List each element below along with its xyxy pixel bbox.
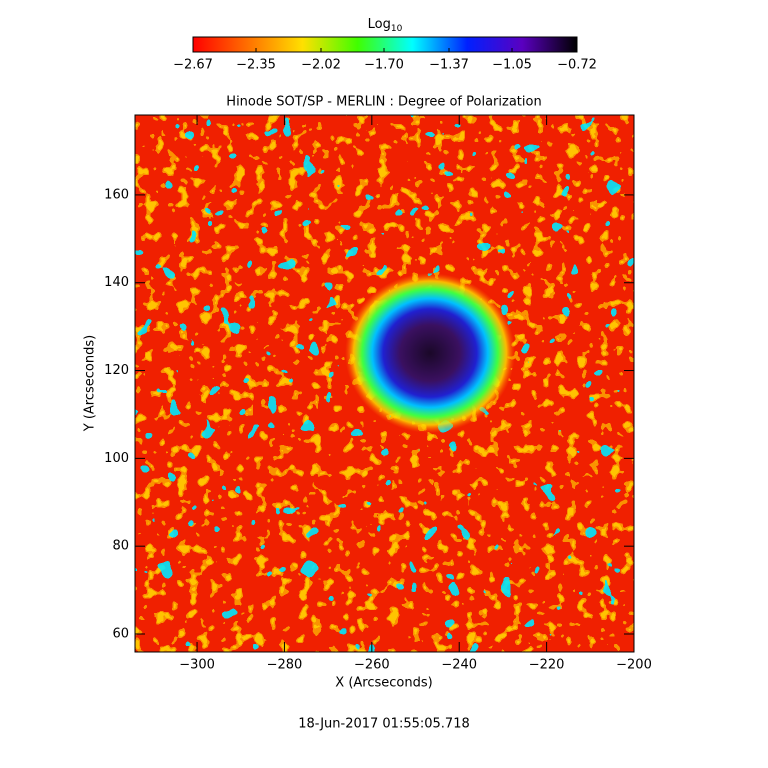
colorbar-tick-label: −2.35 <box>236 58 276 73</box>
x-tick-label: −220 <box>529 658 565 673</box>
plot-frame <box>134 114 635 653</box>
colorbar-tick-label: −0.72 <box>557 58 597 73</box>
colorbar-tick-label: −1.05 <box>492 58 532 73</box>
x-tick-label: −200 <box>616 658 652 673</box>
y-tick-label: 120 <box>104 363 129 378</box>
y-tick-label: 60 <box>112 626 129 641</box>
x-tick-label: −240 <box>441 658 477 673</box>
y-axis-label: Y (Arcseconds) <box>83 335 98 432</box>
x-tick-label: −280 <box>267 658 303 673</box>
colorbar-tick-label: −1.37 <box>429 58 469 73</box>
colorbar-label: Log10 <box>368 17 403 34</box>
chart-title: Hinode SOT/SP - MERLIN : Degree of Polar… <box>226 95 541 110</box>
y-tick-label: 140 <box>104 275 129 290</box>
y-tick-label: 160 <box>104 187 129 202</box>
colorbar-tick-label: −1.70 <box>364 58 404 73</box>
colorbar-tick-label: −2.67 <box>173 58 213 73</box>
x-axis-label: X (Arcseconds) <box>335 676 432 691</box>
colorbar-tick-label: −2.02 <box>301 58 341 73</box>
colorbar <box>192 36 578 53</box>
x-tick-label: −300 <box>179 658 215 673</box>
x-tick-label: −260 <box>354 658 390 673</box>
y-tick-label: 80 <box>112 539 129 554</box>
timestamp: 18-Jun-2017 01:55:05.718 <box>298 717 470 732</box>
polarization-image <box>135 115 634 652</box>
y-tick-label: 100 <box>104 451 129 466</box>
